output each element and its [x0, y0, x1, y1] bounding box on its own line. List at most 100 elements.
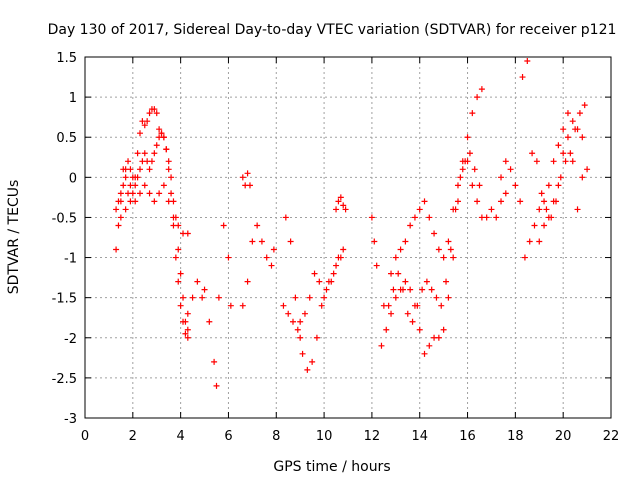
data-point — [433, 294, 440, 301]
data-point — [564, 110, 571, 117]
y-tick-label: 0.5 — [56, 131, 77, 146]
data-point — [466, 150, 473, 157]
data-point — [132, 198, 139, 205]
data-point — [120, 182, 127, 189]
data-point — [113, 206, 120, 213]
data-point — [502, 190, 509, 197]
data-point — [435, 246, 442, 253]
data-point — [464, 134, 471, 141]
data-point — [579, 134, 586, 141]
data-point — [443, 278, 450, 285]
data-point — [287, 238, 294, 245]
data-point — [533, 158, 540, 165]
data-point — [519, 74, 526, 81]
data-point — [170, 214, 177, 221]
data-point — [175, 246, 182, 253]
data-point — [469, 182, 476, 189]
data-point — [136, 130, 143, 137]
data-point — [146, 190, 153, 197]
data-point — [294, 326, 301, 333]
data-point — [340, 246, 347, 253]
data-point — [371, 238, 378, 245]
data-point — [172, 254, 179, 261]
data-point — [574, 206, 581, 213]
x-tick-label: 6 — [224, 429, 232, 444]
data-point — [407, 222, 414, 229]
data-point — [426, 342, 433, 349]
data-point — [450, 206, 457, 213]
data-point — [115, 222, 122, 229]
data-point — [160, 134, 167, 141]
x-tick-label: 12 — [364, 429, 381, 444]
data-point — [469, 110, 476, 117]
data-point — [572, 126, 579, 133]
data-point — [340, 202, 347, 209]
data-point — [239, 174, 246, 181]
x-tick-label: 4 — [176, 429, 184, 444]
data-point — [258, 238, 265, 245]
data-point — [182, 330, 189, 337]
data-point — [545, 214, 552, 221]
data-point — [471, 166, 478, 173]
data-point — [388, 270, 395, 277]
data-point — [388, 310, 395, 317]
data-point — [141, 150, 148, 157]
series-track-12 — [380, 150, 483, 325]
series-track-4 — [184, 222, 234, 389]
data-point — [132, 182, 139, 189]
data-point — [531, 222, 538, 229]
data-point — [122, 174, 129, 181]
data-point — [194, 278, 201, 285]
data-point — [459, 166, 466, 173]
data-point — [134, 174, 141, 181]
data-point — [125, 158, 132, 165]
data-point — [488, 206, 495, 213]
data-point — [299, 350, 306, 357]
data-point — [333, 262, 340, 269]
data-point — [304, 366, 311, 373]
chart-title: Day 130 of 2017, Sidereal Day-to-day VTE… — [48, 22, 617, 38]
data-point — [397, 246, 404, 253]
data-point — [579, 174, 586, 181]
data-point — [201, 286, 208, 293]
data-point — [438, 302, 445, 309]
data-point — [584, 166, 591, 173]
data-point — [550, 158, 557, 165]
data-point — [151, 150, 158, 157]
data-point — [184, 230, 191, 237]
data-point — [270, 246, 277, 253]
series-track-5 — [239, 222, 277, 309]
data-point — [457, 174, 464, 181]
data-point — [498, 198, 505, 205]
data-point — [254, 222, 261, 229]
data-point — [435, 334, 442, 341]
data-point — [151, 198, 158, 205]
data-point — [165, 158, 172, 165]
series-track-10 — [368, 214, 380, 269]
series-track-1 — [113, 106, 191, 337]
data-point — [268, 262, 275, 269]
data-point — [323, 286, 330, 293]
x-tick-label: 14 — [411, 429, 428, 444]
data-point — [421, 350, 428, 357]
data-point — [144, 118, 151, 125]
data-point — [136, 166, 143, 173]
data-point — [512, 182, 519, 189]
y-tick-label: 1 — [69, 91, 77, 106]
data-point — [311, 270, 318, 277]
data-point — [306, 294, 313, 301]
series-track-15 — [519, 58, 588, 221]
data-point — [220, 222, 227, 229]
data-point — [127, 166, 134, 173]
data-point — [440, 326, 447, 333]
data-point — [373, 262, 380, 269]
data-point — [211, 358, 218, 365]
data-point — [337, 194, 344, 201]
data-point — [538, 190, 545, 197]
data-point — [117, 214, 124, 221]
data-point — [333, 206, 340, 213]
y-tick-label: 1.5 — [56, 51, 77, 66]
data-point — [395, 270, 402, 277]
data-point — [402, 238, 409, 245]
y-tick-label: -1 — [64, 252, 77, 267]
